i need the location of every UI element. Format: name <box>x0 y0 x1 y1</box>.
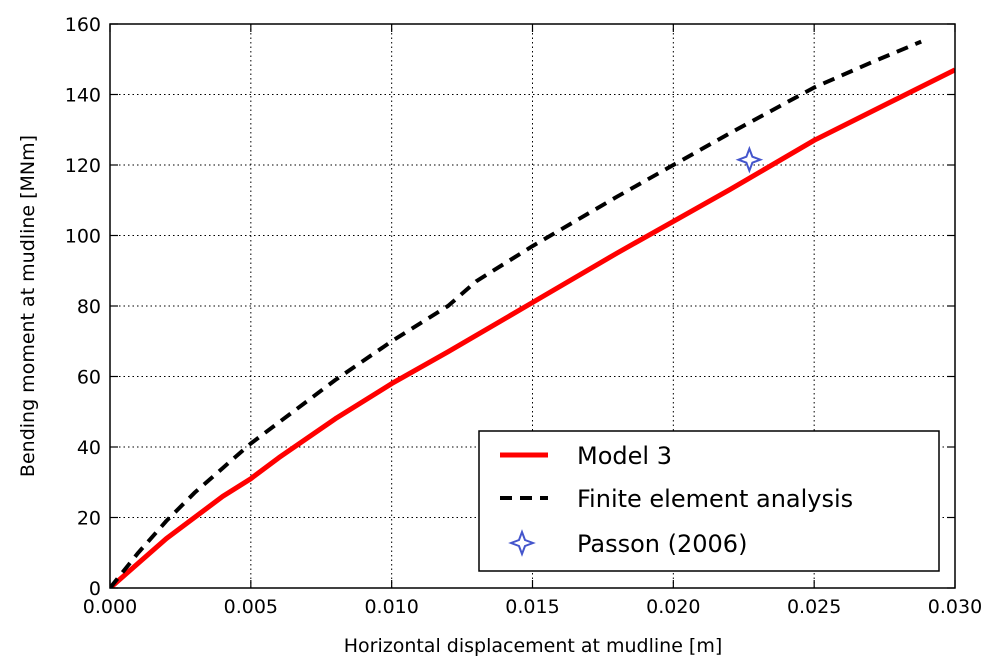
y-axis-label: Bending moment at mudline [MNm] <box>17 135 39 477</box>
x-tick-label: 0.020 <box>646 596 700 618</box>
x-tick-label: 0.005 <box>224 596 278 618</box>
series-line-model-3 <box>110 67 955 588</box>
x-tick-label: 0.010 <box>364 596 418 618</box>
legend-label-finite-element: Finite element analysis <box>577 485 853 513</box>
legend-swatch-passon-marker <box>508 529 536 557</box>
y-tick-label: 80 <box>77 296 101 318</box>
x-tick-label: 0.015 <box>505 596 559 618</box>
legend: Model 3 Finite element analysis Passon (… <box>478 430 940 572</box>
y-tick-label: 40 <box>77 437 101 459</box>
y-tick-label: 100 <box>65 226 101 248</box>
y-tick-label: 140 <box>65 85 101 107</box>
data-point-passon-2006 <box>735 145 764 174</box>
y-tick-label: 160 <box>65 14 101 36</box>
x-axis-label: Horizontal displacement at mudline [m] <box>344 635 723 657</box>
y-tick-label: 60 <box>77 367 101 389</box>
tick-labels: 0.000 0.005 0.010 0.015 0.020 0.025 0.030 0 20 40… <box>65 14 982 618</box>
series-line-finite-element-analysis <box>110 39 922 588</box>
x-tick-label: 0.025 <box>787 596 841 618</box>
ticks <box>109 23 956 589</box>
legend-label-model-3: Model 3 <box>577 442 672 470</box>
y-tick-label: 0 <box>89 578 101 600</box>
plot-series <box>110 39 955 588</box>
y-tick-label: 120 <box>65 155 101 177</box>
legend-box <box>478 430 940 572</box>
legend-label-passon: Passon (2006) <box>577 530 747 558</box>
x-tick-label: 0.030 <box>928 596 982 618</box>
y-tick-label: 20 <box>77 508 101 530</box>
x-tick-label: 0.000 <box>83 596 137 618</box>
